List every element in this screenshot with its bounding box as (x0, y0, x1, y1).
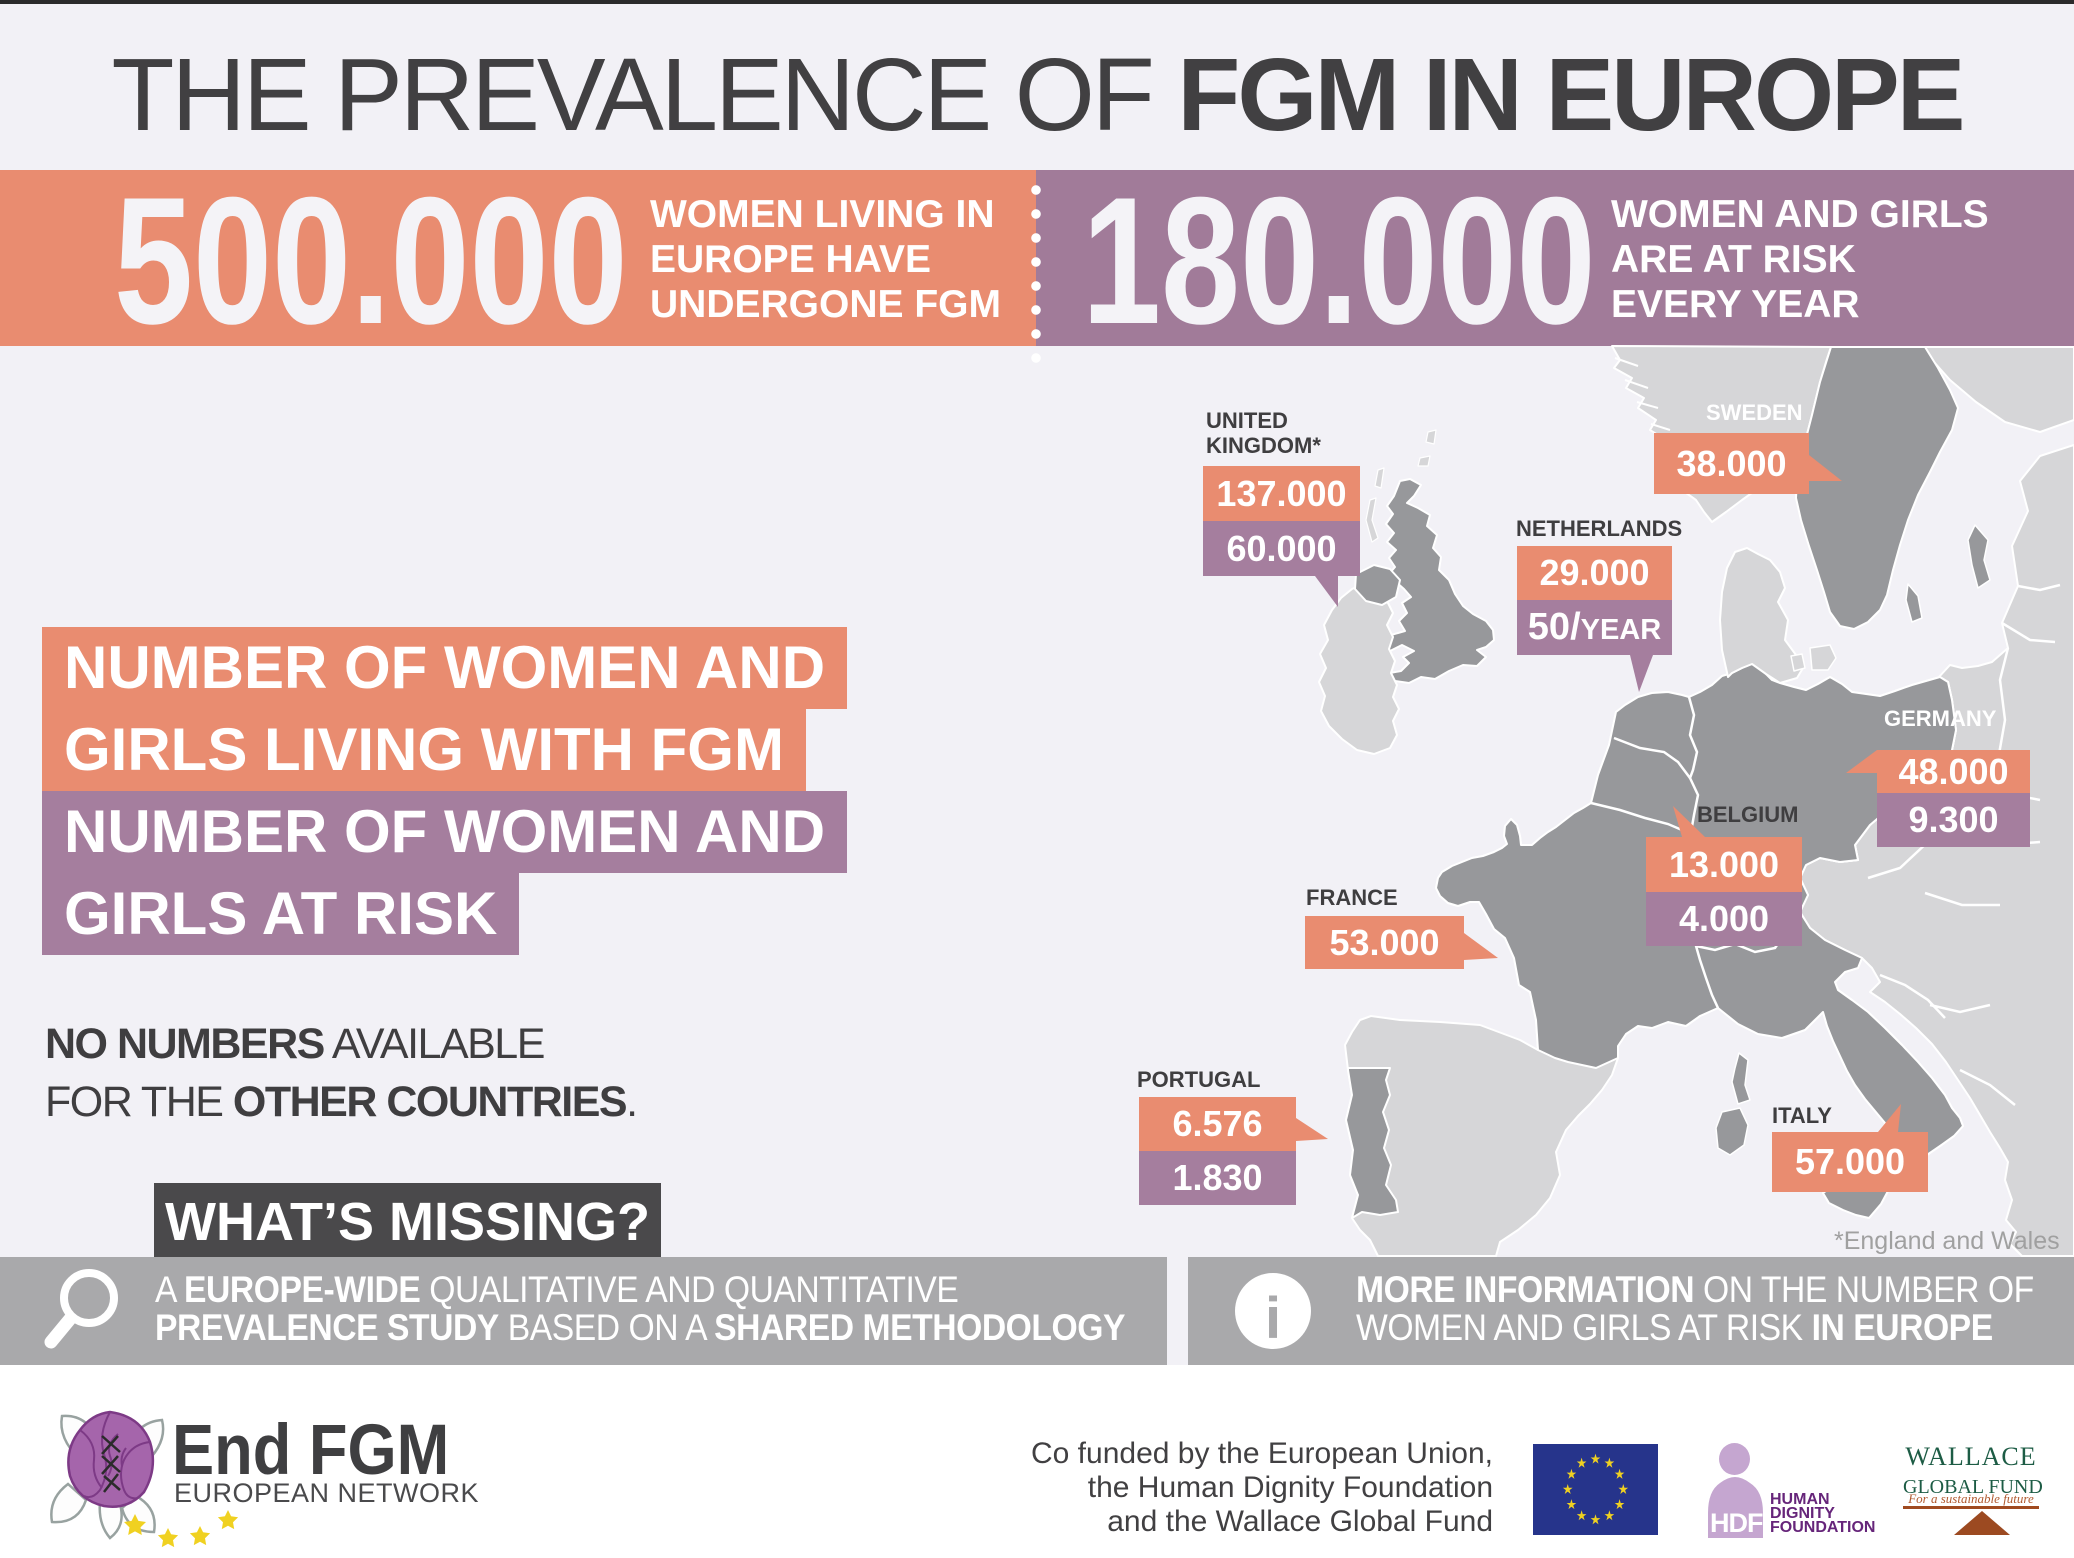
svg-text:DIGNITY: DIGNITY (1770, 1505, 1835, 1522)
svg-text:HDF: HDF (1710, 1508, 1763, 1538)
svg-text:HUMAN: HUMAN (1770, 1491, 1830, 1508)
svg-text:FOUNDATION: FOUNDATION (1770, 1519, 1875, 1536)
svg-text:i: i (1265, 1286, 1281, 1350)
